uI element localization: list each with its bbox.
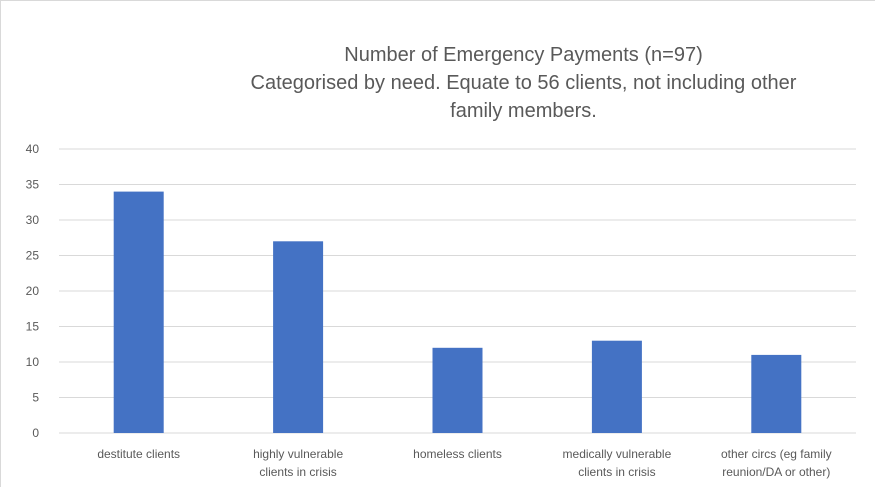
x-category-label: other circs (eg family: [721, 447, 832, 461]
chart-subtitle-line-2: family members.: [450, 100, 597, 122]
y-tick-label: 40: [26, 142, 40, 156]
bar-3: [432, 347, 483, 433]
x-category-label: medically vulnerable: [563, 447, 672, 461]
chart-subtitle-line-1: Categorised by need. Equate to 56 client…: [250, 72, 797, 94]
bar-2: [273, 241, 324, 433]
bar-5: [751, 354, 802, 433]
x-category-label: highly vulnerable: [253, 447, 343, 461]
chart-title-block: Number of Emergency Payments (n=97) Cate…: [171, 41, 875, 125]
y-tick-label: 15: [26, 320, 40, 334]
bar-1: [113, 191, 164, 433]
y-tick-label: 5: [32, 391, 39, 405]
y-tick-label: 35: [26, 178, 40, 192]
chart-title: Number of Emergency Payments (n=97): [344, 44, 703, 66]
y-tick-label: 30: [26, 213, 40, 227]
bar-4: [591, 340, 642, 433]
y-tick-label: 10: [26, 355, 40, 369]
x-category-label: clients in crisis: [259, 465, 336, 479]
y-tick-label: 25: [26, 249, 40, 263]
x-category-label: destitute clients: [97, 447, 180, 461]
x-category-label: clients in crisis: [578, 465, 655, 479]
y-tick-label: 20: [26, 284, 40, 298]
x-category-label: homeless clients: [413, 447, 502, 461]
y-tick-label: 0: [32, 426, 39, 440]
x-category-label: reunion/DA or other): [722, 465, 830, 479]
